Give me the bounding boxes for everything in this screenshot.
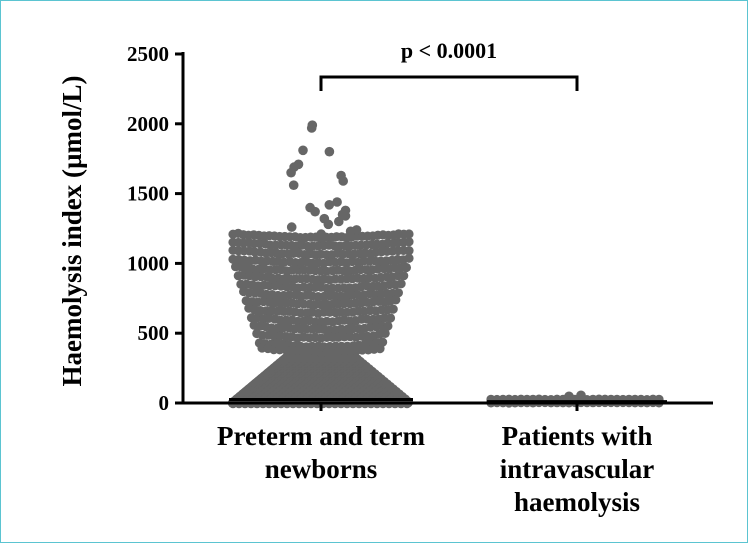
significance-label: p < 0.0001 [401, 38, 497, 63]
y-tick-label: 2000 [127, 112, 169, 136]
data-point [401, 262, 411, 273]
data-point [340, 211, 351, 221]
data-point [383, 321, 393, 331]
data-point [404, 237, 414, 247]
significance-bracket [319, 75, 579, 91]
data-point [375, 344, 385, 354]
data-point [576, 390, 586, 401]
data-point [298, 145, 308, 156]
data-point [332, 197, 342, 207]
data-point [380, 328, 390, 338]
y-axis-label: Haemolysis index (µmol/L) [57, 75, 87, 386]
data-point [324, 146, 335, 157]
x-category-label: intravascular [500, 454, 655, 484]
data-point [399, 271, 409, 281]
data-point [334, 216, 344, 227]
y-tick-label: 500 [138, 321, 170, 345]
data-point [388, 304, 398, 314]
data-point [288, 180, 299, 190]
y-tick-label: 0 [159, 391, 170, 415]
y-ticks: 0 500 1000 1500 2000 2500 [127, 42, 579, 415]
data-point [564, 391, 574, 402]
data-point [345, 226, 356, 237]
data-point [391, 295, 401, 305]
data-point [310, 206, 320, 217]
y-tick-label: 1000 [127, 251, 169, 275]
data-point [338, 176, 349, 186]
data-point [404, 246, 414, 256]
data-point [286, 222, 297, 232]
y-tick-label: 2500 [127, 42, 169, 66]
data-point [404, 253, 414, 263]
data-point [393, 288, 403, 298]
y-tick-label: 1500 [127, 182, 169, 206]
data-point [404, 229, 414, 239]
data-point [385, 313, 396, 323]
data-point [396, 279, 406, 289]
data-point [306, 123, 317, 133]
points-layer [227, 120, 664, 409]
data-point [286, 167, 296, 178]
x-category-label: haemolysis [514, 487, 640, 517]
data-point [316, 229, 327, 239]
data-point [324, 200, 335, 210]
x-category-label: newborns [265, 454, 378, 484]
x-category-label: Preterm and term [217, 421, 425, 451]
x-category-label: Patients with [502, 421, 653, 451]
data-point [323, 219, 334, 230]
